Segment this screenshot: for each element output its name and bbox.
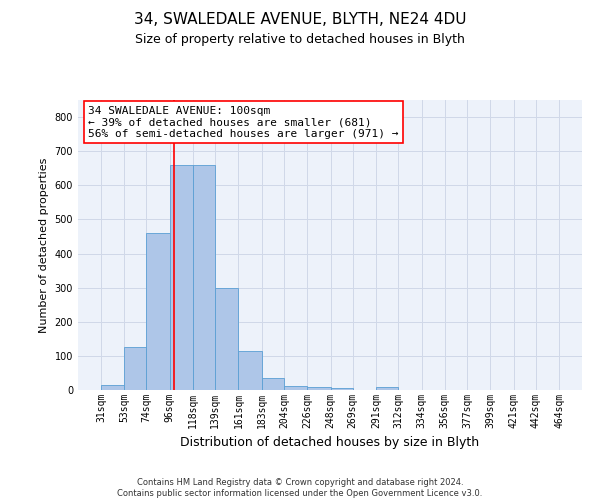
Text: 34 SWALEDALE AVENUE: 100sqm
← 39% of detached houses are smaller (681)
56% of se: 34 SWALEDALE AVENUE: 100sqm ← 39% of det… — [88, 106, 398, 139]
Bar — [262, 378, 284, 390]
Y-axis label: Number of detached properties: Number of detached properties — [39, 158, 49, 332]
Bar — [284, 386, 307, 390]
Bar — [101, 385, 124, 390]
Text: 34, SWALEDALE AVENUE, BLYTH, NE24 4DU: 34, SWALEDALE AVENUE, BLYTH, NE24 4DU — [134, 12, 466, 28]
Bar — [170, 165, 193, 390]
Text: Contains HM Land Registry data © Crown copyright and database right 2024.
Contai: Contains HM Land Registry data © Crown c… — [118, 478, 482, 498]
Bar — [331, 388, 353, 390]
Bar — [124, 348, 146, 390]
Bar — [146, 233, 170, 390]
Bar — [238, 351, 262, 390]
Text: Size of property relative to detached houses in Blyth: Size of property relative to detached ho… — [135, 32, 465, 46]
X-axis label: Distribution of detached houses by size in Blyth: Distribution of detached houses by size … — [181, 436, 479, 450]
Bar — [193, 165, 215, 390]
Bar — [307, 388, 331, 390]
Bar — [376, 388, 398, 390]
Bar — [215, 288, 238, 390]
